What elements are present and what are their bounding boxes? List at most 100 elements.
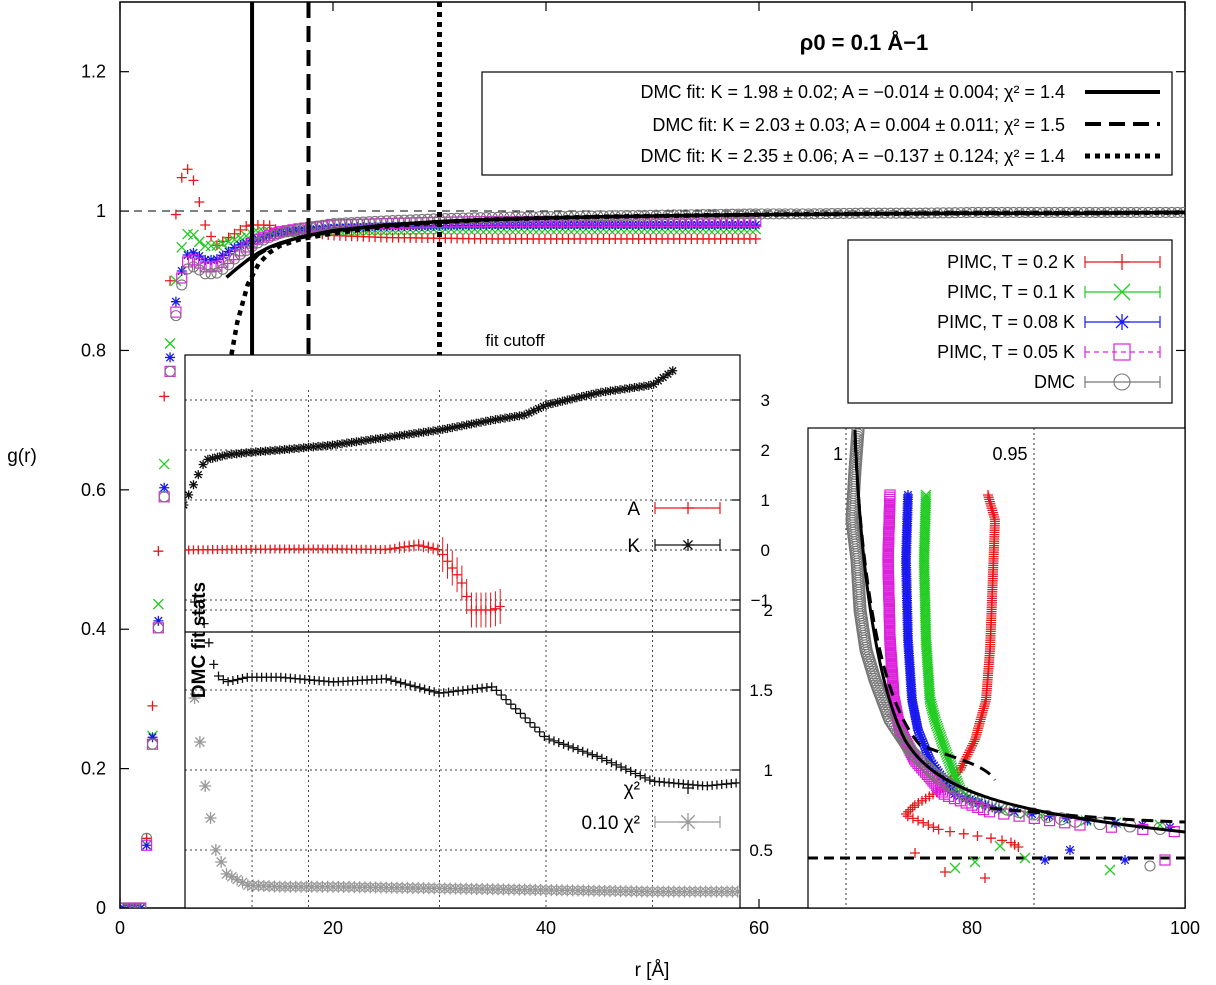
data-point (1054, 812, 1068, 826)
data-point (433, 545, 443, 555)
data-point (293, 225, 304, 236)
data-point (567, 394, 577, 404)
data-point (549, 736, 559, 746)
stats-tick-label: 1.5 (749, 681, 773, 700)
stats-tick-label: 0.5 (749, 841, 773, 860)
data-point (141, 832, 153, 844)
data-point (260, 446, 270, 456)
data-point (146, 738, 159, 750)
data-point (217, 236, 228, 247)
data-point (469, 212, 481, 224)
data-point (1065, 845, 1075, 855)
stats-series-A (185, 537, 505, 628)
data-point (258, 234, 270, 246)
data-point (246, 447, 256, 457)
data-point (135, 902, 147, 908)
series-legend-label: PIMC, T = 0.2 K (947, 252, 1075, 272)
data-point (1114, 254, 1130, 270)
data-point (203, 454, 213, 464)
data-point (182, 263, 194, 275)
y-axis: 0 0.2 0.4 0.6 0.8 1 1.2 (81, 62, 1185, 918)
data-point (492, 211, 504, 223)
data-point (733, 220, 744, 231)
data-point (322, 218, 334, 230)
data-point (141, 840, 152, 851)
data-point (519, 410, 529, 420)
y-tick-label: 0.4 (81, 619, 106, 639)
data-point (1040, 809, 1054, 823)
data-point (1040, 855, 1050, 865)
data-point (645, 220, 656, 231)
data-point (744, 215, 756, 228)
data-point (281, 226, 293, 238)
data-point (208, 453, 218, 463)
data-point (501, 695, 511, 705)
data-point (916, 734, 927, 745)
data-point (225, 870, 238, 883)
data-point (994, 840, 1006, 852)
data-point (218, 675, 228, 685)
data-point (727, 220, 738, 231)
data-point (668, 220, 679, 231)
zoom-fit-dashed-tail (989, 806, 1185, 824)
data-point (620, 384, 630, 394)
data-point (744, 220, 755, 231)
data-point (968, 738, 979, 749)
data-point (342, 438, 352, 448)
data-point (750, 233, 761, 244)
data-point (578, 746, 588, 756)
data-point (193, 257, 205, 269)
data-point (188, 229, 199, 241)
data-point (1113, 343, 1131, 361)
data-point (217, 256, 229, 268)
data-point (480, 216, 492, 228)
data-point (442, 424, 452, 433)
data-point (698, 220, 709, 231)
data-point (918, 738, 929, 749)
data-point (498, 220, 509, 231)
data-point (568, 743, 578, 753)
data-point (927, 705, 939, 717)
data-point (633, 220, 644, 231)
data-point (909, 749, 923, 763)
data-point (158, 491, 170, 503)
series-0 (120, 164, 761, 908)
data-point (967, 740, 978, 751)
data-point (1113, 283, 1131, 301)
data-point (1044, 811, 1055, 822)
data-point (440, 220, 451, 231)
data-point (731, 778, 740, 788)
data-point (428, 220, 439, 231)
y-tick-label: 0.6 (81, 480, 106, 500)
data-point (630, 769, 640, 779)
data-point (428, 213, 440, 225)
data-point (235, 224, 246, 235)
stats-series-K (185, 366, 678, 509)
data-point (969, 856, 981, 868)
data-point (575, 220, 586, 231)
data-point (597, 753, 607, 763)
data-point (211, 240, 223, 252)
fit-curve-dotted (227, 210, 1185, 365)
y-tick-label: 1.2 (81, 62, 106, 82)
data-point (928, 709, 940, 721)
data-point (328, 218, 340, 230)
y-tick-label: 0 (96, 898, 106, 918)
data-point (294, 443, 304, 453)
data-point (505, 412, 515, 422)
data-point (510, 220, 521, 231)
data-point (386, 675, 396, 685)
data-point (446, 220, 457, 231)
data-point (663, 369, 673, 379)
data-point (921, 768, 933, 781)
data-point (141, 839, 153, 851)
data-point (548, 398, 558, 408)
data-point (486, 415, 496, 425)
data-point (152, 622, 164, 634)
data-point (639, 381, 649, 391)
data-point (399, 430, 409, 440)
data-point (616, 762, 626, 772)
data-point (563, 741, 573, 751)
stats-tick-label: 2 (764, 601, 773, 620)
stats-tick-label: 3 (761, 391, 770, 410)
